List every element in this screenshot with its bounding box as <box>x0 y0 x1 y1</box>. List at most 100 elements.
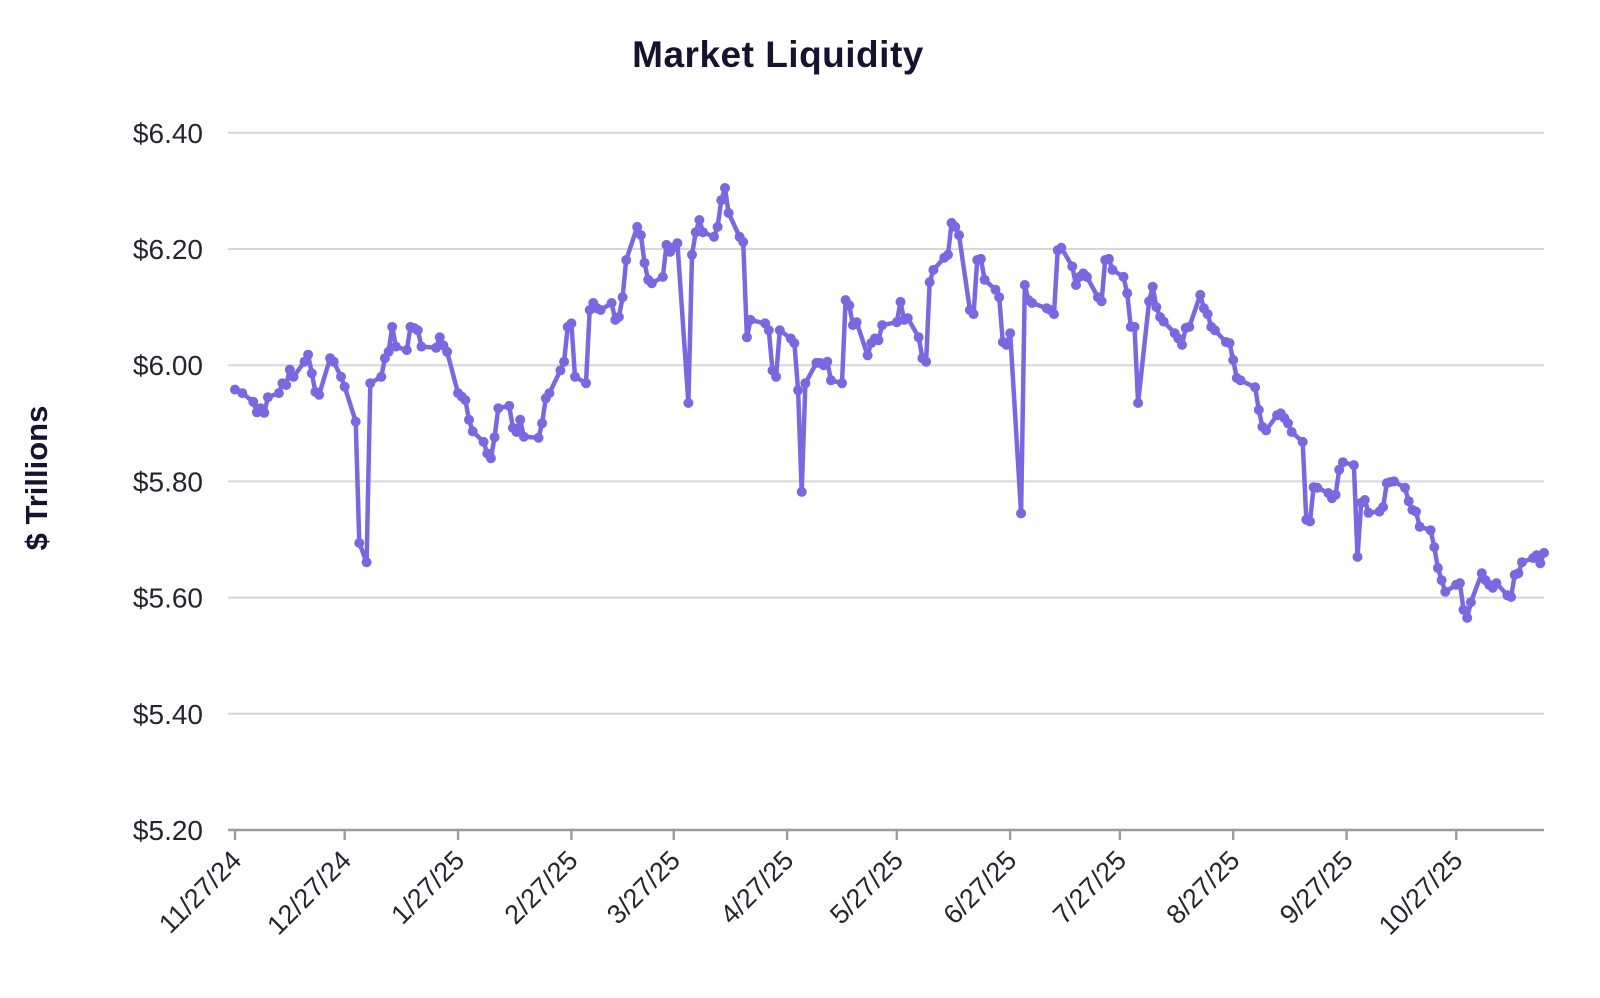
data-point <box>306 368 317 379</box>
data-point <box>709 231 719 242</box>
data-point <box>968 309 979 320</box>
data-point <box>1250 382 1261 393</box>
data-point <box>273 388 284 399</box>
data-point <box>793 385 804 396</box>
data-point <box>1096 296 1107 307</box>
data-point <box>617 292 628 303</box>
data-point <box>826 375 836 386</box>
x-tick-label: 8/27/25 <box>1161 845 1246 930</box>
data-point <box>1425 525 1436 536</box>
data-point <box>515 414 526 425</box>
data-point <box>350 416 361 427</box>
data-point <box>581 378 591 389</box>
data-point <box>943 249 953 260</box>
data-point <box>837 378 847 389</box>
data-point <box>1491 578 1502 589</box>
data-point <box>975 253 986 264</box>
y-axis-title: $ Trillions <box>19 406 54 551</box>
data-point <box>921 356 932 367</box>
data-point <box>639 257 650 268</box>
data-point <box>288 371 299 382</box>
data-point <box>950 221 961 232</box>
data-point <box>1458 604 1469 615</box>
data-point <box>339 381 350 392</box>
data-point <box>716 195 727 206</box>
data-point <box>376 371 387 382</box>
data-point <box>555 365 566 376</box>
data-point <box>913 332 924 343</box>
data-point <box>1539 547 1549 558</box>
data-point <box>1411 506 1421 517</box>
data-point <box>800 378 811 389</box>
data-point <box>1359 495 1370 505</box>
data-point <box>924 277 935 288</box>
data-point <box>990 284 1001 295</box>
data-point <box>895 296 906 307</box>
x-tick-label: 5/27/25 <box>824 845 909 930</box>
data-point <box>844 300 855 311</box>
data-point <box>1177 339 1187 350</box>
data-point <box>1103 253 1114 264</box>
data-point <box>789 338 800 349</box>
data-point <box>566 318 577 329</box>
x-tick-label: 3/27/25 <box>601 845 686 930</box>
data-point <box>361 557 372 568</box>
y-tick-label: $5.80 <box>133 466 203 497</box>
data-point <box>485 453 496 464</box>
data-point <box>336 371 346 382</box>
data-point <box>1535 558 1546 569</box>
y-tick-label: $6.20 <box>133 234 203 265</box>
data-point <box>635 230 646 241</box>
data-point <box>774 325 785 336</box>
data-point <box>723 208 734 218</box>
data-point <box>1133 398 1144 408</box>
data-point <box>1209 325 1220 336</box>
data-point <box>877 320 888 331</box>
data-point <box>1107 264 1118 275</box>
data-point <box>1348 460 1359 471</box>
data-point <box>595 305 606 315</box>
data-point <box>537 418 548 429</box>
x-tick-label: 2/27/25 <box>499 845 584 930</box>
x-axis <box>233 830 1458 840</box>
x-tick-label: 11/27/24 <box>153 845 247 939</box>
data-point <box>720 183 730 193</box>
data-point <box>1056 242 1067 253</box>
data-point <box>851 317 862 328</box>
data-point <box>862 350 873 361</box>
liquidity-line-series <box>232 185 1547 621</box>
data-point <box>1440 586 1451 597</box>
data-point <box>464 414 474 425</box>
data-point <box>511 427 522 437</box>
data-point <box>1465 597 1476 608</box>
liquidity-line <box>232 185 1547 621</box>
data-point <box>873 335 884 346</box>
data-point <box>1019 280 1030 290</box>
data-point <box>504 400 515 411</box>
data-point <box>672 238 683 249</box>
data-point <box>1506 592 1517 602</box>
data-point <box>1147 281 1158 292</box>
data-point <box>1224 338 1235 349</box>
data-point <box>248 396 259 407</box>
data-point <box>1202 309 1213 320</box>
data-point <box>1129 321 1140 332</box>
data-point <box>1235 375 1246 386</box>
data-point <box>928 264 939 275</box>
data-point <box>1067 261 1078 272</box>
data-point <box>621 255 632 265</box>
y-tick-label: $5.20 <box>133 815 203 846</box>
data-point <box>822 356 833 367</box>
x-tick-label: 1/27/25 <box>385 845 470 930</box>
data-point <box>401 345 412 356</box>
data-point <box>493 403 504 414</box>
data-point <box>1297 436 1308 447</box>
data-point <box>1016 508 1027 519</box>
y-tick-label: $6.40 <box>133 118 203 149</box>
data-point <box>489 432 500 443</box>
data-point <box>1081 271 1092 282</box>
data-point <box>1454 578 1465 589</box>
data-point <box>1151 302 1162 313</box>
data-point <box>1403 496 1414 507</box>
